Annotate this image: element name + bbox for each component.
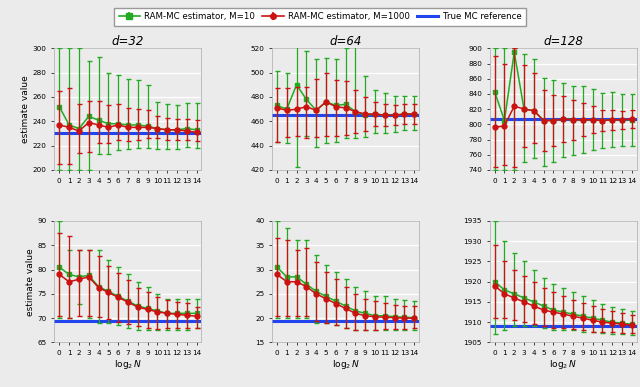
Legend: RAM-MC estimator, M=10, RAM-MC estimator, M=1000, True MC reference: RAM-MC estimator, M=10, RAM-MC estimator… <box>115 8 525 26</box>
X-axis label: $\log_2 N$: $\log_2 N$ <box>332 358 360 370</box>
Title: d=128: d=128 <box>543 35 583 48</box>
Y-axis label: estimate value: estimate value <box>26 248 35 316</box>
X-axis label: $\log_2 N$: $\log_2 N$ <box>549 358 577 370</box>
Title: d=64: d=64 <box>330 35 362 48</box>
Title: d=32: d=32 <box>112 35 144 48</box>
X-axis label: $\log_2 N$: $\log_2 N$ <box>114 358 142 370</box>
Y-axis label: estimate value: estimate value <box>21 75 30 143</box>
